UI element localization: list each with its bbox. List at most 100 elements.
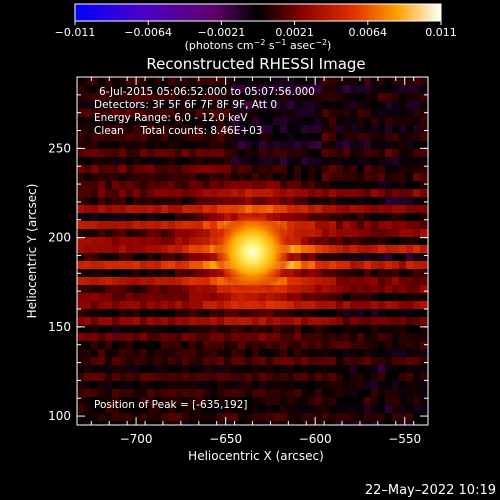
heatmap-cell	[350, 293, 358, 302]
heatmap-cell	[357, 205, 365, 214]
heatmap-cell	[224, 173, 232, 182]
heatmap-cell	[91, 269, 99, 278]
heatmap-cell	[147, 349, 155, 358]
heatmap-cell	[147, 77, 155, 86]
heatmap-cell	[217, 389, 225, 398]
heatmap-cell	[259, 405, 267, 414]
heatmap-cell	[378, 253, 386, 262]
heatmap-cell	[245, 93, 253, 102]
heatmap-cell	[399, 133, 407, 142]
heatmap-cell	[238, 149, 246, 158]
heatmap-cell	[378, 85, 386, 94]
heatmap-cell	[154, 133, 162, 142]
heatmap-cell	[343, 85, 351, 94]
heatmap-cell	[210, 333, 218, 342]
heatmap-cell	[231, 165, 239, 174]
heatmap-cell	[399, 205, 407, 214]
heatmap-cell	[133, 229, 141, 238]
heatmap-cell	[238, 389, 246, 398]
heatmap-cell	[287, 309, 295, 318]
heatmap-cell	[406, 357, 414, 366]
heatmap-cell	[371, 221, 379, 230]
heatmap-cell	[252, 181, 260, 190]
heatmap-cell	[119, 317, 127, 326]
heatmap-cell	[329, 269, 337, 278]
heatmap-cell	[154, 285, 162, 294]
heatmap-cell	[420, 229, 428, 238]
heatmap-cell	[378, 293, 386, 302]
heatmap-cell	[91, 365, 99, 374]
heatmap-cell	[259, 157, 267, 166]
heatmap-cell	[140, 157, 148, 166]
heatmap-cell	[98, 205, 106, 214]
heatmap-cell	[147, 165, 155, 174]
heatmap-cell	[203, 229, 211, 238]
heatmap-cell	[210, 389, 218, 398]
heatmap-cell	[245, 405, 253, 414]
heatmap-cell	[399, 357, 407, 366]
heatmap-cell	[357, 149, 365, 158]
heatmap-cell	[378, 205, 386, 214]
heatmap-cell	[364, 325, 372, 334]
heatmap-cell	[385, 341, 393, 350]
heatmap-cell	[105, 245, 113, 254]
heatmap-cell	[357, 301, 365, 310]
heatmap-cell	[280, 213, 288, 222]
heatmap-cell	[245, 85, 253, 94]
heatmap-cell	[154, 269, 162, 278]
heatmap-cell	[147, 269, 155, 278]
heatmap-cell	[371, 349, 379, 358]
heatmap-cell	[224, 325, 232, 334]
heatmap-cell	[399, 197, 407, 206]
heatmap-cell	[287, 277, 295, 286]
heatmap-cell	[84, 141, 92, 150]
heatmap-cell	[399, 301, 407, 310]
heatmap-cell	[322, 261, 330, 270]
heatmap-cell	[301, 237, 309, 246]
heatmap-cell	[189, 349, 197, 358]
heatmap-cell	[98, 357, 106, 366]
heatmap-cell	[175, 189, 183, 198]
heatmap-cell	[392, 229, 400, 238]
heatmap-cell	[301, 245, 309, 254]
heatmap-cell	[161, 341, 169, 350]
heatmap-cell	[413, 109, 421, 118]
heatmap-cell	[161, 125, 169, 134]
heatmap-cell	[133, 189, 141, 198]
heatmap-cell	[343, 125, 351, 134]
heatmap-cell	[287, 213, 295, 222]
heatmap-cell	[119, 157, 127, 166]
heatmap-cell	[392, 149, 400, 158]
heatmap-cell	[77, 109, 85, 118]
heatmap-cell	[357, 173, 365, 182]
heatmap-cell	[343, 117, 351, 126]
heatmap-cell	[161, 77, 169, 86]
heatmap-cell	[259, 85, 267, 94]
heatmap-cell	[112, 301, 120, 310]
heatmap-cell	[350, 397, 358, 406]
heatmap-cell	[399, 269, 407, 278]
heatmap-cell	[91, 213, 99, 222]
heatmap-cell	[308, 181, 316, 190]
heatmap-cell	[399, 101, 407, 110]
heatmap-cell	[98, 141, 106, 150]
heatmap-cell	[371, 301, 379, 310]
heatmap-cell	[133, 149, 141, 158]
heatmap-cell	[371, 389, 379, 398]
heatmap-cell	[329, 285, 337, 294]
heatmap-cell	[84, 173, 92, 182]
heatmap-cell	[175, 93, 183, 102]
heatmap-cell	[350, 173, 358, 182]
heatmap-cell	[399, 365, 407, 374]
heatmap-cell	[364, 93, 372, 102]
x-tick-label: −650	[209, 432, 242, 446]
heatmap-cell	[329, 245, 337, 254]
heatmap-cell	[154, 301, 162, 310]
heatmap-cell	[147, 109, 155, 118]
heatmap-cell	[245, 189, 253, 198]
heatmap-cell	[105, 349, 113, 358]
heatmap-cell	[392, 245, 400, 254]
heatmap-cell	[224, 213, 232, 222]
heatmap-cell	[189, 197, 197, 206]
heatmap-cell	[280, 389, 288, 398]
